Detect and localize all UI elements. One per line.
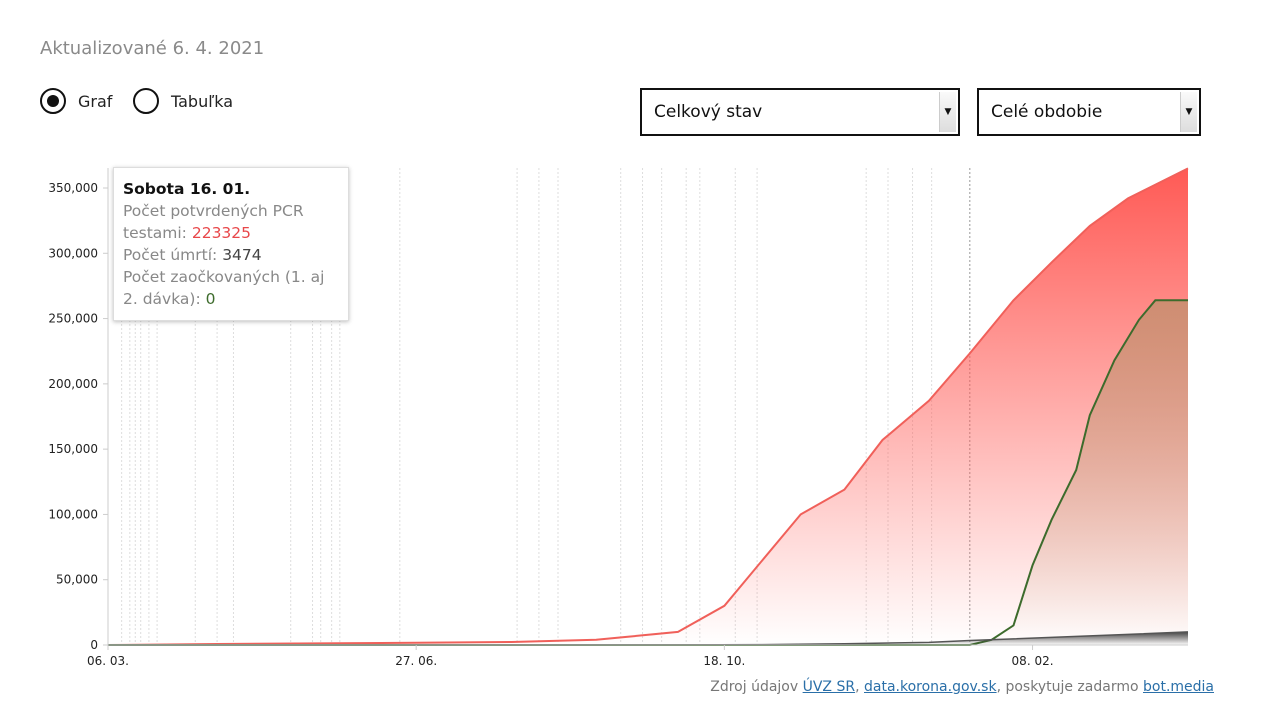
cases-area <box>108 168 1188 645</box>
y-tick-label: 50,000 <box>56 573 98 587</box>
metric-select[interactable]: Celkový stav ▼ <box>640 88 960 136</box>
radio-table[interactable]: Tabuľka <box>133 88 233 114</box>
select-value: Celé obdobie <box>991 102 1103 122</box>
period-select[interactable]: Celé obdobie ▼ <box>977 88 1201 136</box>
tooltip-cases-value: 223325 <box>191 224 252 242</box>
select-value: Celkový stav <box>654 102 763 122</box>
chevron-down-icon: ▼ <box>939 92 956 132</box>
x-tick-label: 18. 10. <box>703 654 745 668</box>
y-tick-label: 250,000 <box>48 312 98 326</box>
x-tick-label: 08. 02. <box>1012 654 1054 668</box>
tooltip-vacc-label: Počet zaočkovaných (1. aj 2. dávka): <box>123 268 325 308</box>
radio-selected-icon <box>40 88 66 114</box>
radio-graph[interactable]: Graf <box>40 88 112 114</box>
y-tick-label: 300,000 <box>48 246 98 260</box>
chart-tooltip: Sobota 16. 01. Počet potvrdených PCR tes… <box>113 167 349 321</box>
cases-line <box>107 167 1189 646</box>
deaths-area <box>108 631 1188 645</box>
radio-label: Tabuľka <box>171 91 234 111</box>
y-tick-label: 0 <box>90 638 98 652</box>
x-tick-label: 06. 03. <box>87 654 129 668</box>
tooltip-vacc-value: 0 <box>205 290 216 308</box>
radio-unselected-icon <box>133 88 159 114</box>
tooltip-cases-label: Počet potvrdených PCR testami: <box>123 202 304 242</box>
source-link-uvz[interactable]: ÚVZ SR <box>802 679 856 695</box>
y-tick-label: 150,000 <box>48 442 98 456</box>
tooltip-deaths-value: 3474 <box>222 246 262 264</box>
source-link-bot-media[interactable]: bot.media <box>1143 679 1214 695</box>
last-updated: Aktualizované 6. 4. 2021 <box>40 38 265 59</box>
y-tick-label: 200,000 <box>48 377 98 391</box>
source-sep: , <box>855 679 864 695</box>
source-link-data-korona[interactable]: data.korona.gov.sk <box>864 679 997 695</box>
x-tick-label: 27. 06. <box>395 654 437 668</box>
source-mid: , poskytuje zadarmo <box>996 679 1143 695</box>
source-credit: Zdroj údajov ÚVZ SR, data.korona.gov.sk,… <box>710 679 1214 695</box>
tooltip-title: Sobota 16. 01. <box>123 180 251 198</box>
vaccinated-area <box>108 300 1188 645</box>
y-tick-label: 350,000 <box>48 181 98 195</box>
source-prefix: Zdroj údajov <box>710 679 803 695</box>
tooltip-deaths-label: Počet úmrtí: <box>123 246 218 264</box>
y-tick-label: 100,000 <box>48 507 98 521</box>
chevron-down-icon: ▼ <box>1180 92 1197 132</box>
radio-label: Graf <box>78 91 113 111</box>
